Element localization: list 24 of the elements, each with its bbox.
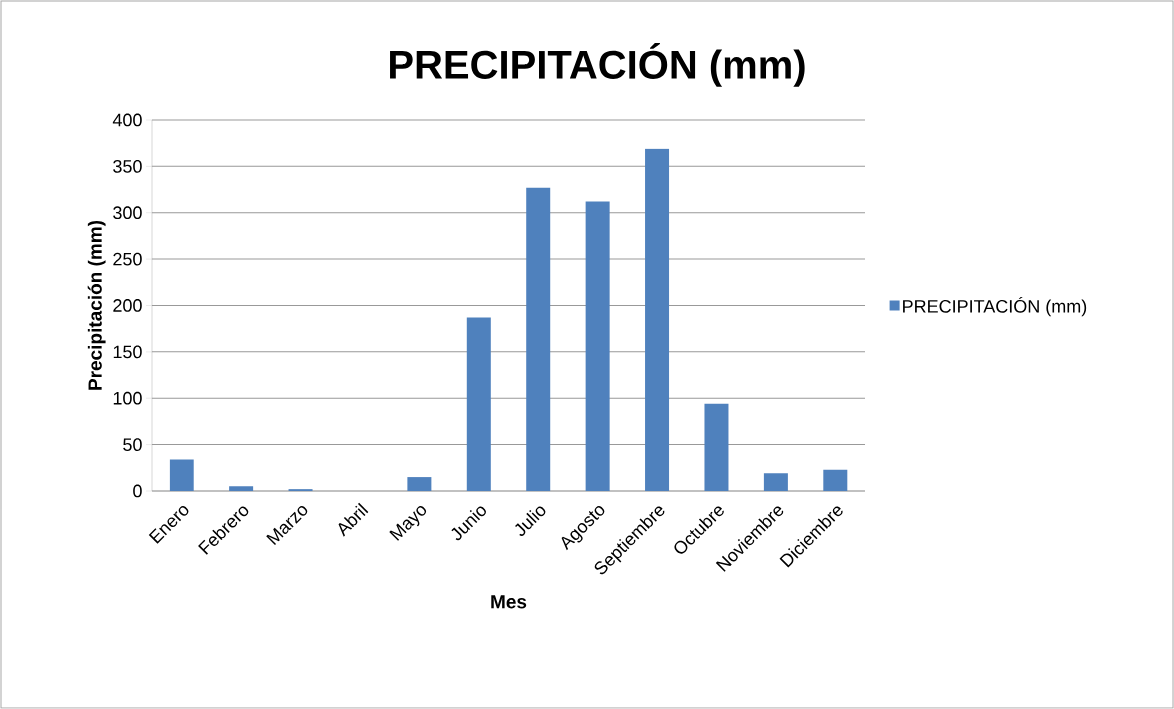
- bar: [823, 469, 848, 491]
- chart-title: PRECIPITACIÓN (mm): [390, 43, 805, 87]
- bar: [169, 459, 194, 491]
- bar: [645, 148, 670, 491]
- bar: [229, 486, 254, 491]
- bar: [407, 477, 432, 491]
- y-tick-label: 50: [123, 438, 142, 451]
- y-tick-label: 0: [133, 484, 142, 498]
- y-tick-label: 100: [113, 391, 142, 405]
- bar: [763, 473, 788, 491]
- y-tick-label: 350: [113, 159, 142, 173]
- y-tick-label: 250: [113, 252, 142, 266]
- bar: [585, 201, 610, 491]
- x-axis-title: Mes: [491, 595, 527, 609]
- x-tick-label: Julio: [515, 506, 546, 536]
- bar: [704, 403, 729, 491]
- y-axis-title: Precipitación (mm): [87, 220, 106, 390]
- y-tick-label: 300: [113, 206, 142, 220]
- y-tick-label: 200: [113, 299, 142, 312]
- y-tick-label: 400: [112, 113, 142, 127]
- legend-label: PRECIPITACIÓN (mm): [903, 296, 1087, 317]
- bar: [466, 317, 491, 491]
- bar: [526, 187, 551, 491]
- y-tick-label: 150: [113, 345, 142, 359]
